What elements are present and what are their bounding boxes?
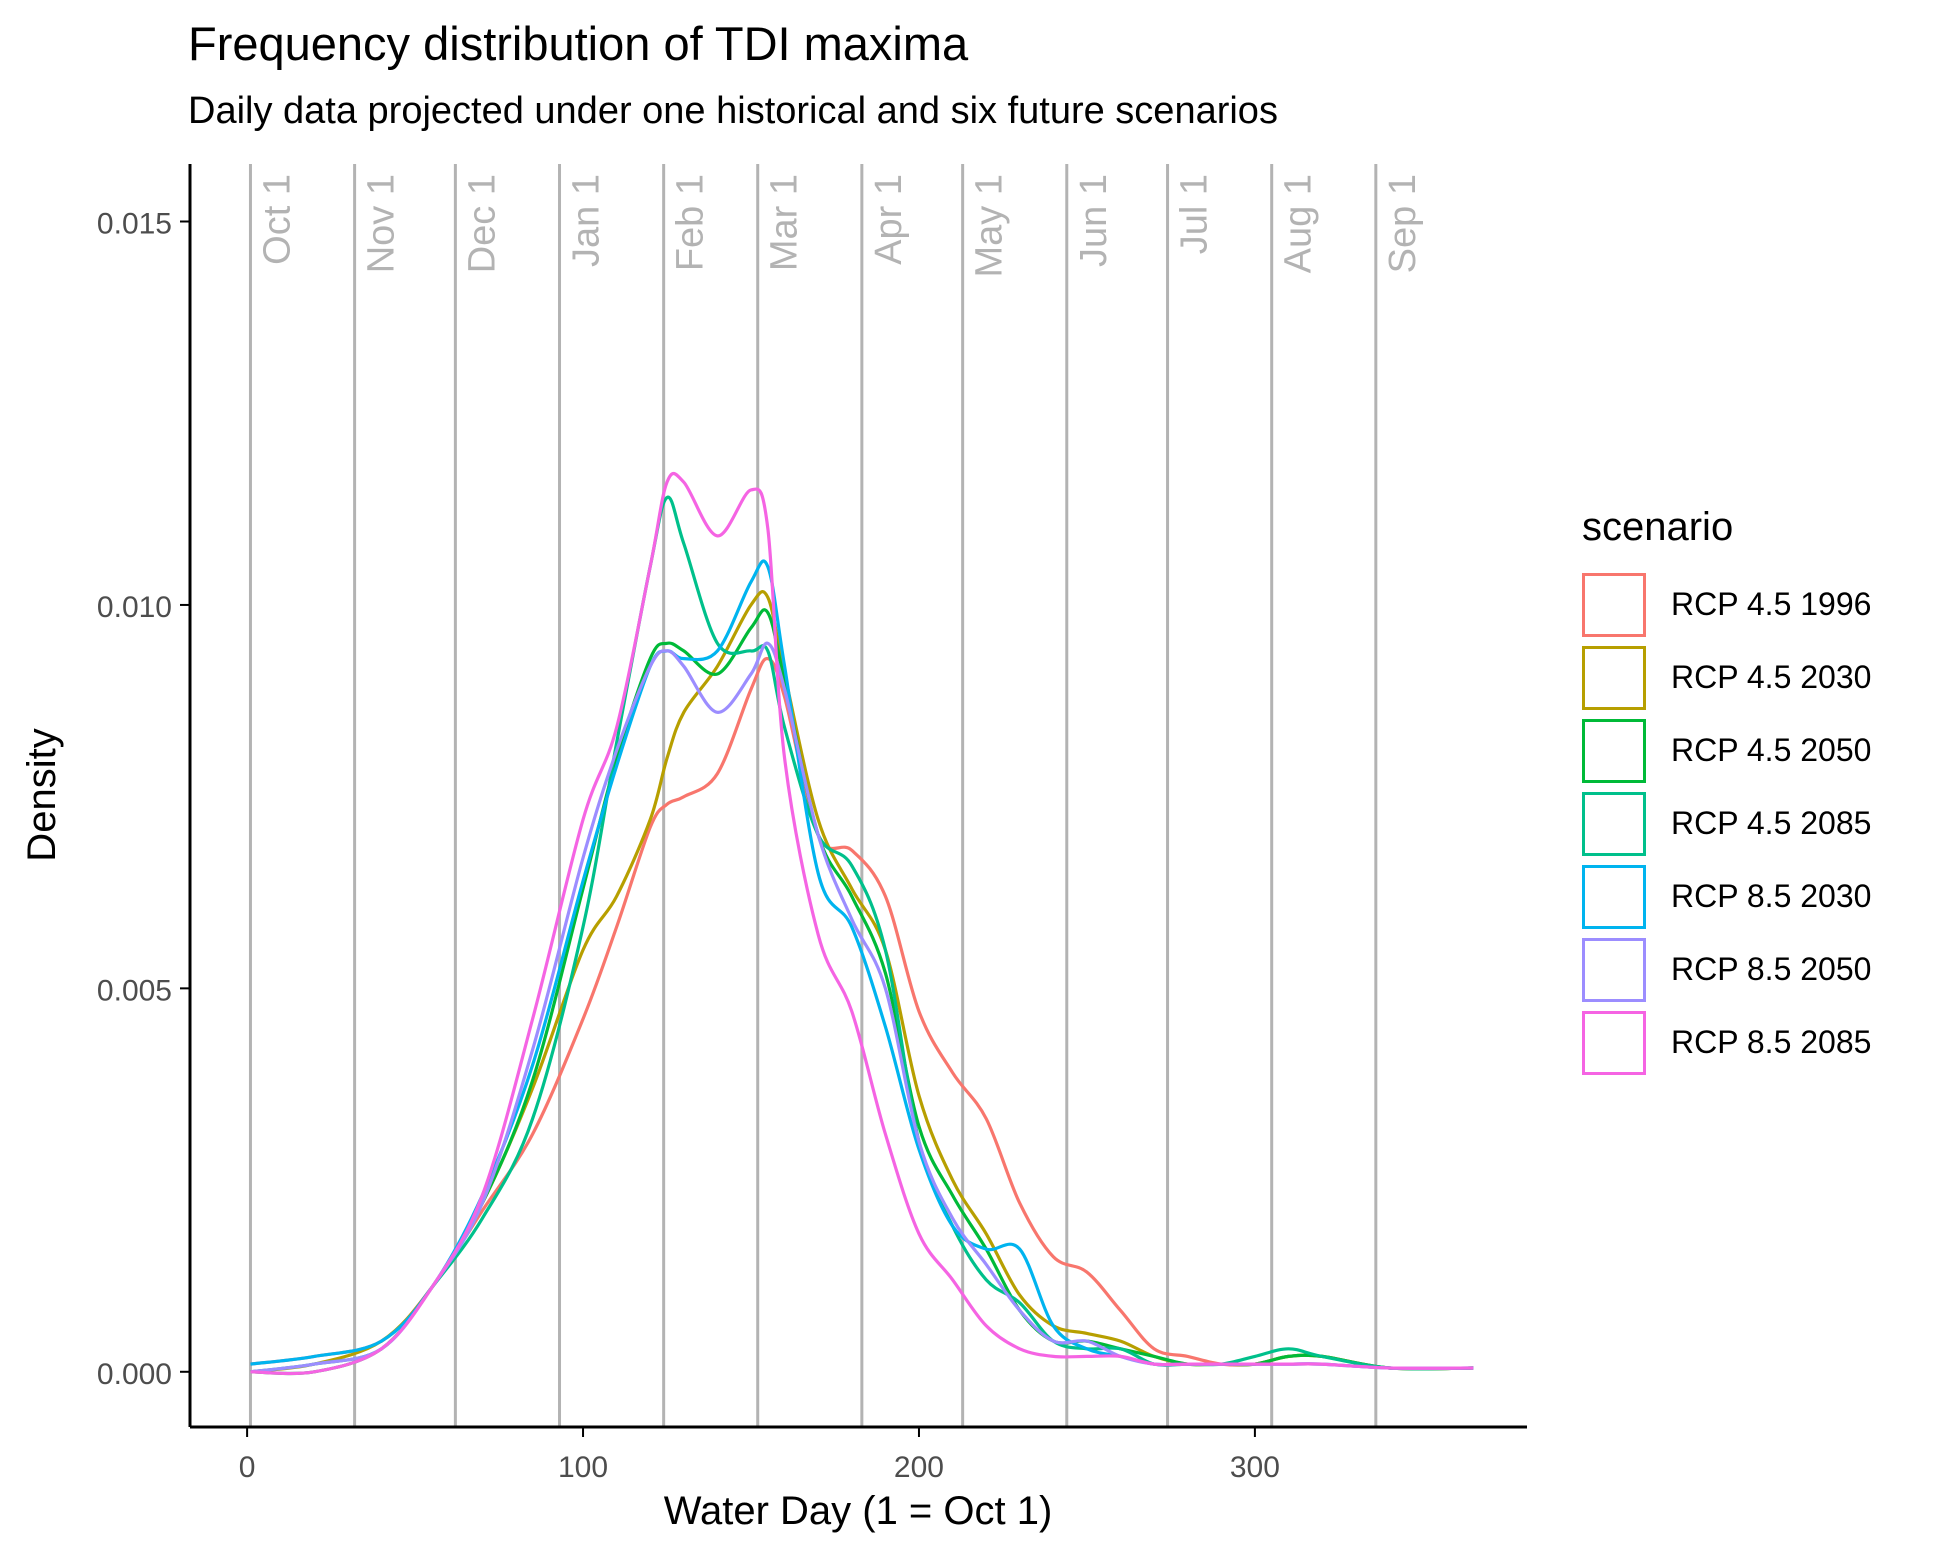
y-ticks: 0.000 0.005 0.010 0.015 (97, 208, 190, 1391)
y-axis-label: Density (20, 728, 64, 861)
x-tick-label: 0 (239, 1451, 256, 1484)
chart-subtitle: Daily data projected under one historica… (188, 90, 1278, 132)
legend-label: RCP 8.5 2085 (1671, 1024, 1872, 1060)
x-tick-label: 200 (894, 1451, 944, 1484)
series-line-rcp-8-5-2085 (250, 472, 1474, 1376)
legend-label: RCP 4.5 1996 (1671, 586, 1872, 622)
month-label: Apr 1 (868, 174, 910, 265)
x-tick-label: 300 (1230, 1451, 1280, 1484)
month-label: Oct 1 (256, 174, 298, 265)
chart-title: Frequency distribution of TDI maxima (188, 17, 969, 70)
legend-item: RCP 4.5 2050 (1582, 714, 1871, 787)
legend-key (1582, 645, 1646, 710)
legend-item: RCP 4.5 2085 (1582, 787, 1871, 860)
legend-label: RCP 4.5 2050 (1671, 732, 1872, 768)
month-label: Nov 1 (361, 174, 403, 273)
month-label: Jun 1 (1073, 174, 1115, 267)
month-label: Dec 1 (461, 174, 503, 273)
legend-key (1582, 1010, 1646, 1075)
y-tick-label: 0.015 (97, 208, 172, 241)
y-tick-label: 0.010 (97, 591, 172, 624)
legend-label: RCP 8.5 2050 (1671, 951, 1872, 987)
legend-key (1582, 572, 1646, 637)
legend-key (1582, 791, 1646, 856)
month-label: Aug 1 (1278, 174, 1320, 273)
month-markers: Oct 1 Nov 1 Dec 1 Jan 1 Feb 1 Mar 1 Apr 1 May 1… (248, 164, 1424, 1427)
legend-label: RCP 8.5 2030 (1671, 878, 1872, 914)
x-ticks: 0 100 200 300 (239, 1427, 1280, 1484)
month-label: May 1 (969, 174, 1011, 277)
month-label: Feb 1 (670, 174, 712, 271)
legend-item: RCP 4.5 1996 (1582, 568, 1871, 641)
legend-item: RCP 8.5 2085 (1582, 1006, 1871, 1079)
legend-item: RCP 8.5 2030 (1582, 860, 1871, 933)
month-label: Jul 1 (1174, 174, 1216, 254)
legend-label: RCP 4.5 2085 (1671, 805, 1872, 841)
legend-label: RCP 4.5 2030 (1671, 659, 1872, 695)
month-label: Sep 1 (1382, 174, 1424, 273)
legend-title: scenario (1582, 505, 1734, 549)
y-tick-label: 0.005 (97, 974, 172, 1007)
legend: scenario RCP 4.5 1996 RCP 4.5 2030 RCP 4.5… (1582, 505, 1871, 1079)
x-axis-label: Water Day (1 = Oct 1) (664, 1489, 1053, 1533)
legend-key (1582, 864, 1646, 929)
y-tick-label: 0.000 (97, 1358, 172, 1391)
month-label: Jan 1 (566, 174, 608, 267)
legend-key (1582, 718, 1646, 783)
axes (188, 164, 1527, 1429)
month-label: Mar 1 (764, 174, 806, 271)
x-tick-label: 100 (558, 1451, 608, 1484)
density-curves (250, 472, 1474, 1376)
legend-key (1582, 937, 1646, 1002)
legend-item: RCP 4.5 2030 (1582, 641, 1871, 714)
legend-item: RCP 8.5 2050 (1582, 933, 1871, 1006)
